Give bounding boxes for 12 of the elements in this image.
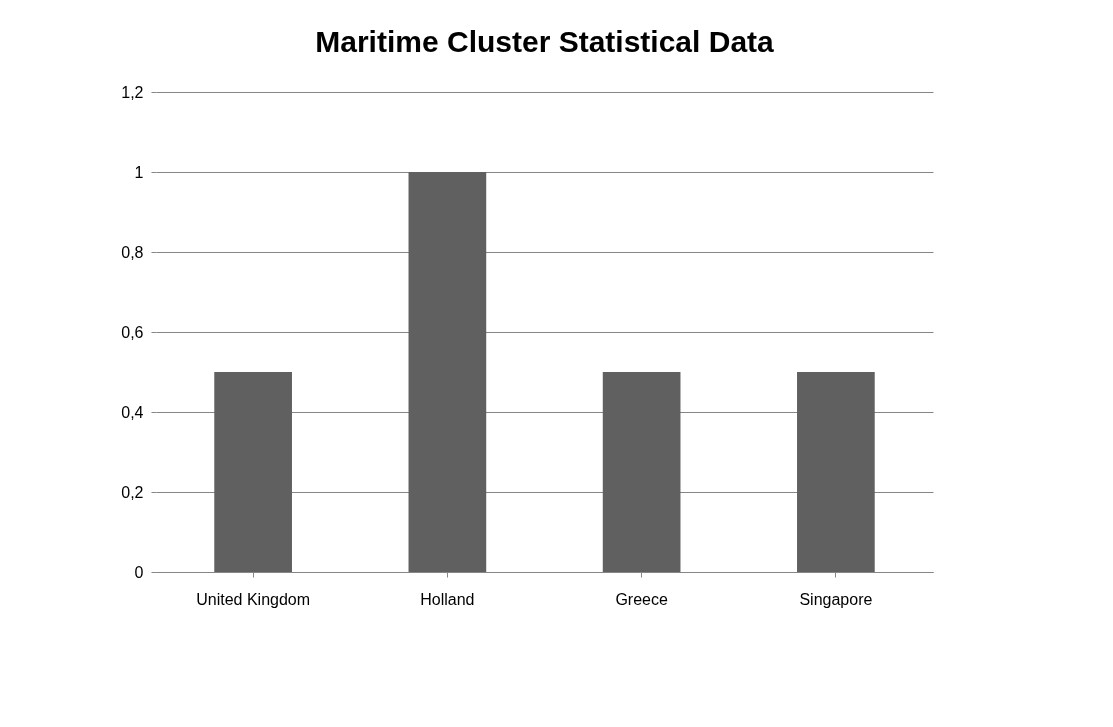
y-tick-label: 0,8 xyxy=(121,243,144,261)
x-tick-label: Greece xyxy=(615,590,668,608)
chart-title: Maritime Cluster Statistical Data xyxy=(315,25,775,58)
x-tick-label: Singapore xyxy=(799,590,873,608)
y-tick-label: 0,2 xyxy=(121,483,144,501)
y-tick-label: 0,4 xyxy=(121,403,144,421)
y-tick-label: 0,6 xyxy=(121,323,144,341)
y-tick-label: 0 xyxy=(134,563,144,581)
x-tick-label: Holland xyxy=(420,590,475,608)
y-tick-label: 1 xyxy=(134,163,144,181)
y-tick-label: 1,2 xyxy=(121,83,144,101)
x-tick-label: United Kingdom xyxy=(196,590,311,608)
